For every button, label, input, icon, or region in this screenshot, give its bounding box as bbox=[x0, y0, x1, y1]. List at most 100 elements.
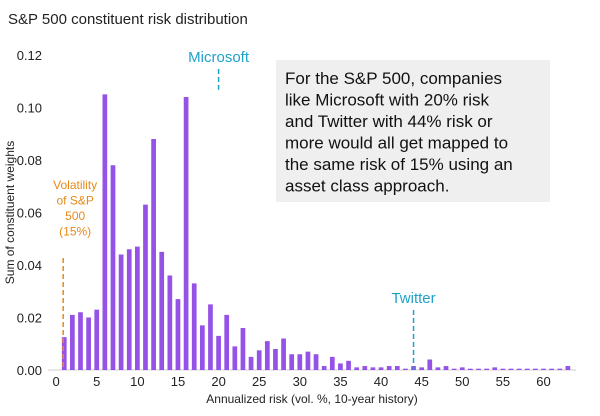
bar bbox=[459, 367, 465, 370]
bar bbox=[524, 368, 530, 370]
bar bbox=[435, 367, 441, 370]
x-tick-label: 45 bbox=[414, 374, 428, 389]
bar bbox=[484, 368, 490, 370]
bar bbox=[175, 299, 181, 370]
x-tick-label: 20 bbox=[211, 374, 225, 389]
bar bbox=[191, 283, 197, 370]
bar bbox=[443, 366, 449, 370]
y-tick-label: 0.06 bbox=[17, 206, 42, 221]
bar bbox=[118, 254, 124, 370]
y-tick-label: 0.04 bbox=[17, 258, 42, 273]
bar bbox=[86, 317, 91, 370]
annotation-label: Twitter bbox=[391, 290, 435, 307]
bar bbox=[159, 251, 165, 370]
bar bbox=[305, 351, 311, 370]
annotation-label-line: Volatility bbox=[53, 178, 97, 192]
x-tick-label: 50 bbox=[455, 374, 469, 389]
bar bbox=[224, 314, 230, 370]
bar bbox=[208, 304, 213, 370]
x-tick-label: 55 bbox=[496, 374, 510, 389]
bar bbox=[500, 368, 506, 370]
x-tick-label: 15 bbox=[171, 374, 185, 389]
x-tick-label: 35 bbox=[333, 374, 347, 389]
x-tick-label: 30 bbox=[293, 374, 307, 389]
bar bbox=[565, 366, 571, 370]
bar bbox=[264, 341, 270, 370]
x-tick-label: 10 bbox=[130, 374, 144, 389]
bar bbox=[346, 360, 351, 370]
bar bbox=[394, 366, 400, 370]
chart-title: S&P 500 constituent risk distribution bbox=[8, 11, 248, 28]
bar bbox=[281, 338, 286, 370]
bar bbox=[427, 359, 433, 370]
bar bbox=[386, 366, 392, 370]
bar bbox=[476, 368, 481, 370]
x-tick-label: 0 bbox=[53, 374, 60, 389]
annotation-label: Microsoft bbox=[188, 49, 250, 66]
bar bbox=[354, 367, 360, 370]
bar bbox=[313, 354, 319, 370]
bar bbox=[492, 367, 498, 370]
bar bbox=[451, 368, 457, 370]
bar bbox=[78, 312, 83, 370]
callout-text-line: and Twitter with 44% risk or bbox=[285, 112, 493, 131]
bar bbox=[256, 350, 262, 370]
y-tick-label: 0.12 bbox=[17, 48, 42, 63]
y-tick-label: 0.10 bbox=[17, 101, 42, 116]
x-tick-label: 40 bbox=[374, 374, 388, 389]
callout-background bbox=[276, 60, 550, 202]
bar bbox=[297, 354, 303, 370]
bar bbox=[329, 356, 335, 370]
x-tick-label: 25 bbox=[252, 374, 266, 389]
bar bbox=[508, 368, 514, 370]
bars bbox=[61, 94, 571, 370]
bar bbox=[273, 349, 278, 370]
bar bbox=[468, 368, 473, 370]
annotation-label-line: of S&P bbox=[57, 194, 94, 208]
callout-text-line: the same risk of 15% using an bbox=[285, 155, 513, 174]
bar bbox=[143, 204, 148, 370]
y-axis-ticks: 0.00 0.02 0.04 0.06 0.08 0.10 0.12 bbox=[17, 48, 42, 378]
callout-text-line: like Microsoft with 20% risk bbox=[285, 91, 490, 110]
bar bbox=[102, 94, 108, 370]
bar bbox=[126, 249, 132, 370]
bar bbox=[362, 366, 368, 370]
callout-box: For the S&P 500, companies like Microsoft… bbox=[276, 60, 550, 202]
x-axis-ticks: 0 5 10 15 20 25 30 35 40 45 50 55 60 bbox=[53, 374, 551, 389]
y-tick-label: 0.02 bbox=[17, 311, 42, 326]
bar bbox=[216, 335, 221, 370]
x-tick-label: 60 bbox=[536, 374, 550, 389]
bar bbox=[61, 337, 67, 370]
callout-text-line: asset class approach. bbox=[285, 177, 449, 196]
y-tick-label: 0.08 bbox=[17, 153, 42, 168]
bar bbox=[240, 328, 246, 370]
y-tick-label: 0.00 bbox=[17, 363, 42, 378]
bar bbox=[248, 356, 254, 370]
bar bbox=[70, 314, 75, 370]
callout-text-line: more would all get mapped to bbox=[285, 134, 508, 153]
bar bbox=[370, 367, 376, 370]
x-tick-label: 5 bbox=[93, 374, 100, 389]
annotation-label-line: (15%) bbox=[59, 225, 91, 239]
bar bbox=[403, 368, 408, 370]
y-axis-label: Sum of constituent weights bbox=[3, 141, 17, 284]
annotation-label-line: 500 bbox=[65, 209, 85, 223]
bar bbox=[533, 368, 538, 370]
bar bbox=[541, 368, 546, 370]
bar bbox=[419, 367, 425, 370]
bar bbox=[557, 368, 563, 370]
bar bbox=[110, 165, 116, 370]
bar bbox=[232, 346, 238, 370]
x-axis-label: Annualized risk (vol. %, 10-year history… bbox=[206, 392, 417, 406]
bar bbox=[167, 275, 173, 370]
bar bbox=[151, 139, 156, 370]
bar bbox=[183, 97, 189, 370]
callout-text-line: For the S&P 500, companies bbox=[285, 69, 502, 88]
bar bbox=[516, 368, 522, 370]
bar bbox=[378, 367, 384, 370]
bar bbox=[289, 354, 295, 370]
bar bbox=[338, 363, 343, 370]
